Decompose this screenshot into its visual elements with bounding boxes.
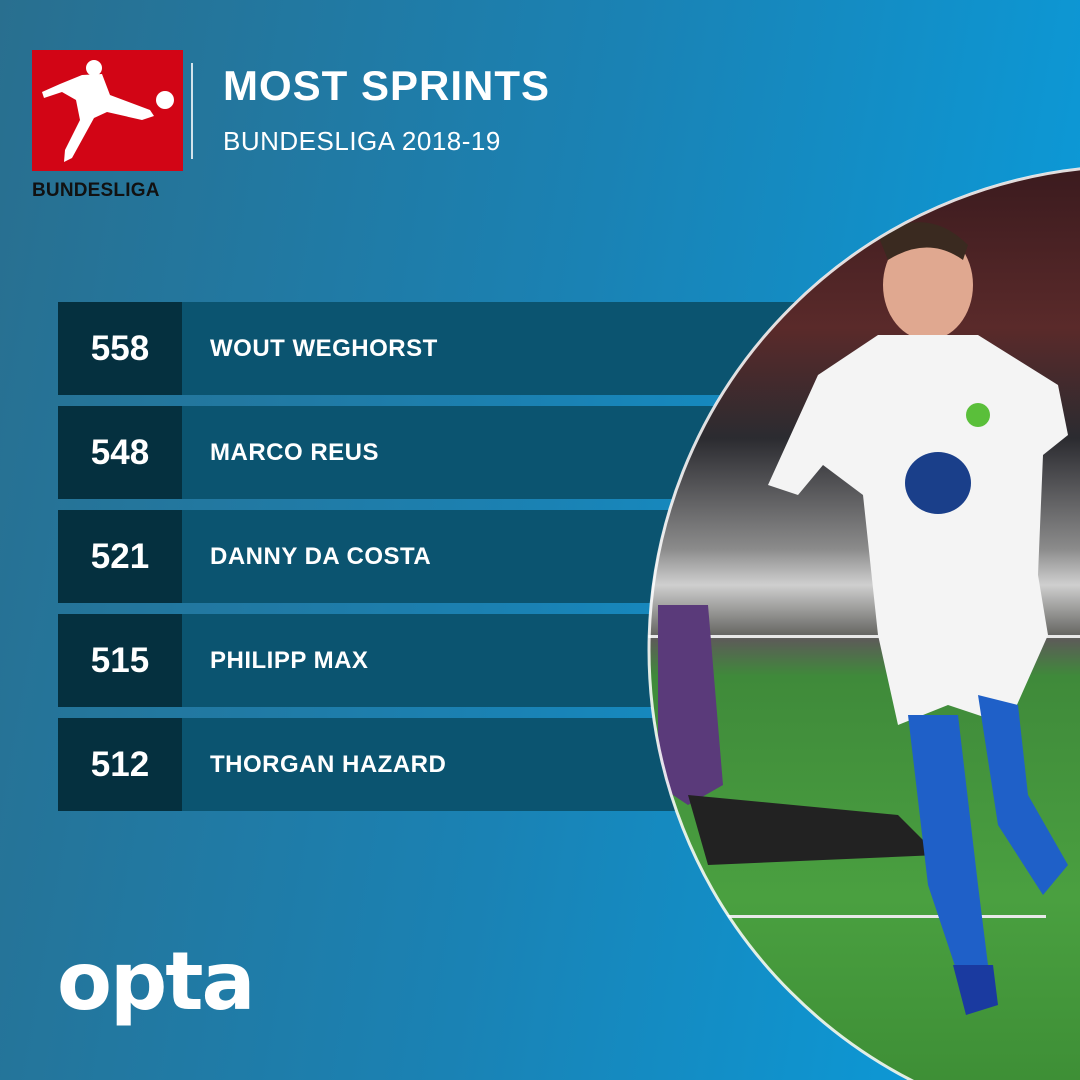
- page-subtitle: BUNDESLIGA 2018-19: [223, 126, 501, 156]
- header-divider: [191, 63, 193, 159]
- celebrating-player-image: [647, 165, 1080, 1080]
- player-name: WOUT WEGHORST: [210, 334, 438, 362]
- player-name: DANNY DA COSTA: [210, 542, 432, 570]
- player-name: MARCO REUS: [210, 438, 380, 466]
- kicking-player-icon: [42, 60, 174, 162]
- sprint-count: 512: [58, 718, 182, 811]
- sprint-count: 515: [58, 614, 182, 707]
- sprint-count: 558: [58, 302, 182, 395]
- bundesliga-wordmark: BUNDESLIGA: [32, 180, 160, 201]
- sprint-count: 548: [58, 406, 182, 499]
- player-name: PHILIPP MAX: [210, 646, 369, 674]
- page-title: MOST SPRINTS: [223, 62, 551, 109]
- sprint-count: 521: [58, 510, 182, 603]
- opta-logo: opta: [57, 935, 255, 1028]
- player-photo: [646, 163, 1080, 1080]
- player-name: THORGAN HAZARD: [210, 750, 447, 778]
- bundesliga-logo: [32, 50, 183, 171]
- ranking-row: 558 WOUT WEGHORST: [58, 302, 818, 395]
- photo-border: [647, 167, 1080, 1080]
